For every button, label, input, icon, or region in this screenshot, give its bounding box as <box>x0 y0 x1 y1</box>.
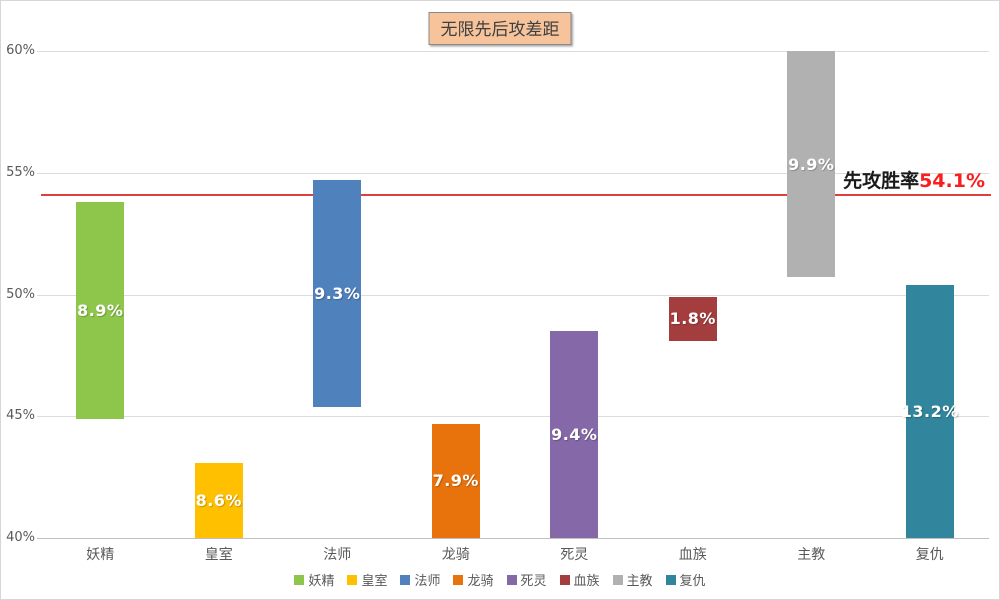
chart-title: 无限先后攻差距 <box>428 12 572 45</box>
bar-value-label: 8.9% <box>77 300 124 320</box>
bar-value-label: 7.9% <box>432 471 479 491</box>
bar-value-label: 9.3% <box>314 283 361 303</box>
legend-item: 主教 <box>612 570 653 589</box>
legend-label: 龙骑 <box>467 574 494 589</box>
bar: 13.2% <box>901 284 958 538</box>
legend-item: 龙骑 <box>453 570 494 589</box>
bar: 8.9% <box>76 201 125 419</box>
legend-label: 法师 <box>414 574 441 589</box>
gridline <box>37 416 989 418</box>
x-axis-label: 法师 <box>323 547 352 563</box>
x-axis: 妖精 皇室 法师 龙骑 死灵 血族 主教 复仇 <box>41 544 989 564</box>
legend-item: 血族 <box>559 570 600 589</box>
bar: 9.3% <box>313 180 362 407</box>
bar: 1.8% <box>668 296 717 341</box>
legend-label: 主教 <box>626 574 653 589</box>
legend-item: 皇室 <box>347 570 387 589</box>
y-axis-tick-label: 50% <box>6 286 35 302</box>
legend-swatch-icon <box>506 574 517 585</box>
y-axis-tick-label: 45% <box>6 408 35 424</box>
gridline <box>37 294 989 296</box>
legend-item: 法师 <box>400 570 440 589</box>
legend-swatch-icon <box>347 574 358 585</box>
bar-value-label: 9.9% <box>788 154 835 174</box>
legend-item: 死灵 <box>506 570 547 589</box>
legend-label: 妖精 <box>308 574 335 589</box>
x-axis-label: 死灵 <box>560 547 589 563</box>
plot-area: 先攻胜率54.1% 8.9% 8.6% 9.3% 7.9% 9.4% 1.8% 9.9% 13… <box>37 51 991 539</box>
gridline <box>37 538 989 539</box>
legend-swatch-icon <box>294 574 305 585</box>
y-axis-tick-label: 60% <box>6 43 35 58</box>
legend-label: 死灵 <box>520 574 547 589</box>
legend-swatch-icon <box>400 574 411 585</box>
bar: 8.6% <box>194 462 243 538</box>
x-axis-label: 复仇 <box>915 547 944 563</box>
reference-line-label-text: 先攻胜率 <box>843 169 920 192</box>
y-axis-tick-label: 55% <box>6 164 35 180</box>
bar-value-label: 13.2% <box>900 401 959 421</box>
legend-label: 皇室 <box>361 574 388 589</box>
bar: 7.9% <box>431 423 480 538</box>
legend-label: 复仇 <box>679 574 706 589</box>
legend-label: 血族 <box>573 574 600 589</box>
legend-swatch-icon <box>665 574 676 585</box>
legend-swatch-icon <box>453 574 464 585</box>
x-axis-label: 妖精 <box>86 547 115 563</box>
bar-value-label: 9.4% <box>551 425 598 444</box>
legend-item: 妖精 <box>294 570 334 589</box>
bar: 9.4% <box>550 331 599 538</box>
legend: 妖精 皇室 法师 龙骑 死灵 血族 主教 复仇 <box>1 570 999 589</box>
x-axis-label: 龙骑 <box>441 547 470 563</box>
x-axis-label: 血族 <box>678 547 707 563</box>
y-axis: 40% 45% 50% 55% 60% <box>1 1 37 599</box>
bar-value-label: 1.8% <box>669 309 716 329</box>
legend-swatch-icon <box>612 574 623 585</box>
bar-value-label: 8.6% <box>195 490 242 510</box>
legend-swatch-icon <box>559 574 570 585</box>
x-axis-label: 主教 <box>797 547 826 563</box>
reference-line <box>41 193 991 196</box>
legend-item: 复仇 <box>665 570 706 589</box>
x-axis-label: 皇室 <box>204 547 233 563</box>
gridline <box>37 51 989 52</box>
reference-line-label-value: 54.1% <box>919 169 985 192</box>
gridline <box>37 172 989 174</box>
bar: 9.9% <box>787 51 836 278</box>
reference-line-label: 先攻胜率54.1% <box>843 169 985 193</box>
y-axis-tick-label: 40% <box>6 530 35 545</box>
